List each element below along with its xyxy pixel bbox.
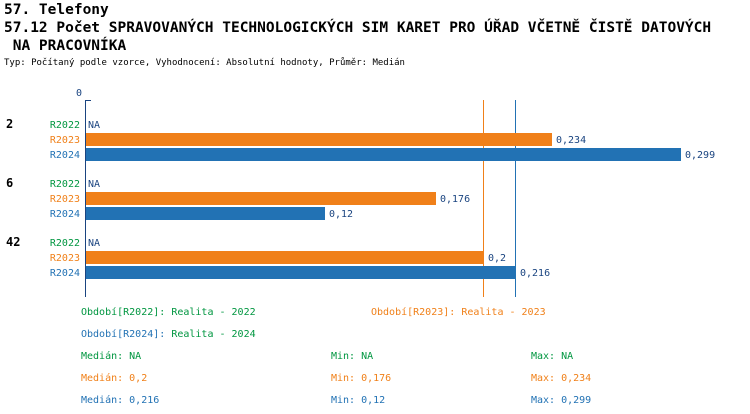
stat-max-r2024: Max: 0,299 (531, 395, 592, 406)
stat-max-r2023: Max: 0,234 (531, 373, 592, 384)
series-label-r2023: R2023 (49, 253, 80, 264)
bar-value-label: 0,299 (685, 150, 716, 161)
stat-median-r2024: Medián: 0,216 (81, 395, 160, 406)
reference-line-r2023 (483, 100, 484, 297)
reference-line-r2024 (515, 100, 516, 297)
axis-zero-label: 0 (75, 88, 82, 99)
bar-r2023 (86, 133, 552, 146)
bar-value-label: NA (88, 238, 101, 249)
legend-label: Období[R2022]: (81, 307, 166, 318)
axis-line (85, 100, 86, 297)
series-label-r2022: R2022 (49, 238, 80, 249)
series-label-r2023: R2023 (49, 135, 80, 146)
bar-r2024 (86, 207, 325, 220)
axis-tick (85, 100, 91, 101)
group-label: 2 (6, 117, 14, 131)
series-label-r2024: R2024 (49, 268, 80, 279)
series-label-r2023: R2023 (49, 194, 80, 205)
bar-value-label: NA (88, 179, 101, 190)
legend-entry-r2024: Období[R2024]: Realita - 2024 (81, 329, 256, 341)
bar-value-label: 0,216 (520, 268, 551, 279)
bar-value-label: 0,234 (556, 135, 587, 146)
stat-min-r2023: Min: 0,176 (331, 373, 392, 384)
report-title-line3: NA PRACOVNÍKA (4, 38, 127, 54)
bar-r2024 (86, 266, 516, 279)
report-subtitle: Typ: Počítaný podle vzorce, Vyhodnocení:… (4, 58, 405, 68)
bar-value-label: 0,2 (488, 253, 507, 264)
bar-r2023 (86, 192, 436, 205)
group-label: 6 (6, 176, 14, 190)
legend-text: Realita - 2023 (455, 307, 546, 318)
legend-label: Období[R2024]: (81, 329, 166, 340)
bar-r2024 (86, 148, 681, 161)
bar-value-label: 0,12 (329, 209, 354, 220)
bar-value-label: NA (88, 120, 101, 131)
series-label-r2024: R2024 (49, 209, 80, 220)
bar-value-label: 0,176 (440, 194, 471, 205)
stat-max-r2022: Max: NA (531, 351, 574, 362)
series-label-r2024: R2024 (49, 150, 80, 161)
report-title-line2: 57.12 Počet SPRAVOVANÝCH TECHNOLOGICKÝCH… (4, 20, 712, 36)
stat-min-r2022: Min: NA (331, 351, 374, 362)
stat-min-r2024: Min: 0,12 (331, 395, 386, 406)
group-label: 42 (6, 235, 21, 249)
legend-label: Období[R2023]: (371, 307, 456, 318)
legend-text: Realita - 2022 (165, 307, 256, 318)
series-label-r2022: R2022 (49, 120, 80, 131)
series-label-r2022: R2022 (49, 179, 80, 190)
bar-r2023 (86, 251, 484, 264)
legend-entry-r2022: Období[R2022]: Realita - 2022 (81, 307, 256, 319)
stat-median-r2022: Medián: NA (81, 351, 142, 362)
legend-entry-r2023: Období[R2023]: Realita - 2023 (371, 307, 546, 319)
stat-median-r2023: Medián: 0,2 (81, 373, 148, 384)
legend-text: Realita - 2024 (165, 329, 256, 340)
report-title-line1: 57. Telefony (4, 2, 109, 18)
